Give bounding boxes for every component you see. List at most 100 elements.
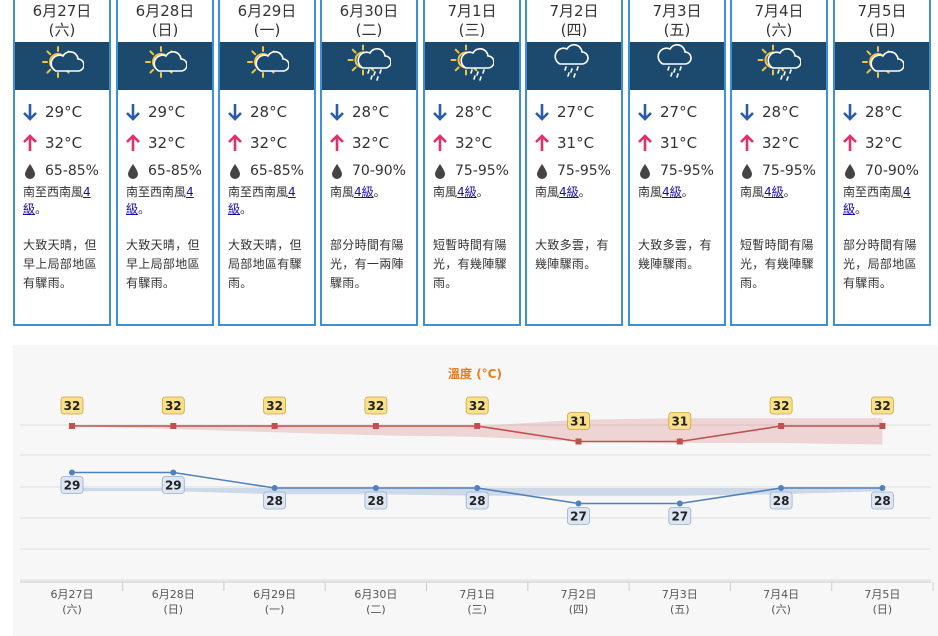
humidity: 65-85% bbox=[45, 163, 99, 179]
wind-info: 南風4級。 bbox=[630, 184, 724, 236]
wind-info: 南風4級。 bbox=[322, 184, 416, 236]
max-temp-data-label-box bbox=[871, 396, 894, 415]
forecast-weekday-label: (三) bbox=[458, 21, 486, 39]
wind-info: 南風4級。 bbox=[527, 184, 621, 236]
max-temp: 32°C bbox=[352, 133, 390, 152]
max-temp-data-label: 32 bbox=[368, 399, 385, 413]
min-temp: 28°C bbox=[865, 102, 903, 121]
wind-force-link[interactable]: 4級 bbox=[228, 185, 296, 216]
forecast-date: 6月28日 (日) bbox=[118, 0, 212, 42]
arrow-down-icon bbox=[630, 102, 660, 122]
wind-force-link[interactable]: 4級 bbox=[662, 185, 682, 199]
max-temp-row: 32°C bbox=[322, 127, 416, 158]
arrow-up-icon bbox=[15, 133, 45, 153]
max-temp-point bbox=[170, 423, 177, 429]
water-drop-icon bbox=[527, 163, 557, 179]
x-axis-date-label: 6月30日 bbox=[354, 588, 397, 601]
wind-force-link[interactable]: 4級 bbox=[354, 185, 374, 199]
wind-end: 。 bbox=[476, 185, 489, 199]
min-temp-data-label-box bbox=[871, 491, 894, 510]
sunny-intervals-icon bbox=[860, 44, 905, 88]
min-temp-point bbox=[474, 485, 481, 491]
min-temp-point bbox=[575, 500, 582, 507]
temperature-chart: 溫度 (°C) 32 32 32 32 32 31 31 32 32 29 29 28 28 28 27 27 2… bbox=[13, 345, 938, 636]
arrow-up-icon bbox=[835, 133, 865, 153]
wind-force-unit: 級 bbox=[669, 185, 682, 199]
wind-force-link[interactable]: 4級 bbox=[457, 185, 477, 199]
x-axis-date-label: 7月4日 bbox=[763, 588, 799, 601]
max-temp: 32°C bbox=[762, 133, 800, 152]
forecast-date-label: 7月2日 bbox=[549, 2, 599, 20]
min-temp-data-label: 28 bbox=[773, 494, 790, 508]
humidity-row: 75-95% bbox=[630, 158, 724, 184]
arrow-up-icon bbox=[220, 133, 250, 153]
wind-direction: 南風 bbox=[433, 185, 458, 199]
min-temp-data-label-box bbox=[668, 507, 692, 525]
max-temp-data-label-box bbox=[263, 396, 287, 415]
min-temp-data-label-box bbox=[769, 491, 793, 510]
forecast-date-label: 6月27日 bbox=[32, 2, 92, 20]
wind-end: 。 bbox=[240, 202, 253, 216]
wind-direction: 南至西南風 bbox=[843, 185, 904, 199]
forecast-weekday-label: (日) bbox=[868, 21, 896, 39]
wind-end: 。 bbox=[35, 202, 48, 216]
sunny-showers-icon bbox=[347, 44, 392, 88]
min-temp-row: 28°C bbox=[732, 96, 826, 127]
wind-force-level: 4 bbox=[83, 185, 91, 199]
humidity-row: 70-90% bbox=[835, 158, 929, 184]
max-temp-data-label-box bbox=[567, 412, 590, 430]
max-temp-data-label-box bbox=[60, 396, 84, 415]
wind-end: 。 bbox=[681, 185, 694, 199]
humidity-row: 70-90% bbox=[322, 158, 416, 184]
max-temp-point bbox=[474, 423, 481, 429]
min-temp-point bbox=[372, 485, 379, 491]
max-temp-point bbox=[575, 438, 582, 445]
wind-force-level: 4 bbox=[457, 185, 465, 199]
wind-force-unit: 級 bbox=[361, 185, 374, 199]
water-drop-icon bbox=[220, 163, 250, 179]
wind-force-link[interactable]: 4級 bbox=[843, 185, 911, 216]
arrow-down-icon bbox=[220, 102, 250, 122]
wind-end: 。 bbox=[855, 202, 868, 216]
max-temp-row: 32°C bbox=[835, 127, 929, 158]
sunny-intervals-icon bbox=[143, 44, 188, 88]
forecast-card: 6月30日 (二) 28°C 32°C 70-90% 南風4級。 部分時間有陽光，有一兩陣驟… bbox=[320, 0, 418, 326]
forecast-card: 7月3日 (五) 27°C 31°C 75-95% 南風4級。 大致多雲，有幾陣驟雨。 bbox=[628, 0, 726, 326]
max-temp-data-label-box bbox=[668, 412, 692, 430]
water-drop-icon bbox=[835, 163, 865, 179]
humidity: 65-85% bbox=[148, 163, 202, 179]
water-drop-icon bbox=[118, 163, 148, 179]
wind-force-link[interactable]: 4級 bbox=[559, 185, 579, 199]
wind-force-link[interactable]: 4級 bbox=[23, 185, 91, 216]
x-axis-date-label: 7月3日 bbox=[662, 588, 698, 601]
wind-force-unit: 級 bbox=[566, 185, 579, 199]
x-axis-date-label: 6月28日 bbox=[152, 588, 195, 601]
humidity-row: 75-95% bbox=[425, 158, 519, 184]
weather-icon-band bbox=[630, 42, 724, 90]
max-temp-data-label: 32 bbox=[469, 399, 486, 413]
wind-info: 南風4級。 bbox=[425, 184, 519, 236]
weather-icon-band bbox=[527, 42, 621, 90]
forecast-weekday-label: (四) bbox=[560, 21, 588, 39]
max-temp-data-label: 32 bbox=[773, 399, 790, 413]
max-temp-row: 32°C bbox=[732, 127, 826, 158]
arrow-down-icon bbox=[118, 102, 148, 122]
wind-force-link[interactable]: 4級 bbox=[764, 185, 784, 199]
max-temp-data-label: 32 bbox=[64, 399, 81, 413]
max-temp-data-label: 31 bbox=[570, 415, 587, 429]
max-temp-data-label: 32 bbox=[266, 399, 283, 413]
min-temp: 27°C bbox=[557, 102, 595, 121]
forecast-description: 短暫時間有陽光，有幾陣驟雨。 bbox=[433, 238, 507, 290]
showers-icon bbox=[655, 44, 699, 88]
wind-info: 南至西南風4級。 bbox=[118, 184, 212, 236]
forecast-card: 7月5日 (日) 28°C 32°C 70-90% 南至西南風4級。 部分時間有陽光，局部地… bbox=[833, 0, 931, 326]
forecast-description: 部分時間有陽光，局部地區有驟雨。 bbox=[843, 238, 917, 290]
max-temp-data-label-box bbox=[161, 396, 185, 415]
min-temp: 29°C bbox=[148, 102, 186, 121]
forecast-date-label: 7月4日 bbox=[754, 2, 804, 20]
max-temp-row: 32°C bbox=[15, 127, 109, 158]
arrow-down-icon bbox=[322, 102, 352, 122]
wind-info: 南至西南風4級。 bbox=[15, 184, 109, 236]
min-temp-row: 28°C bbox=[220, 96, 314, 127]
wind-force-link[interactable]: 4級 bbox=[126, 185, 194, 216]
